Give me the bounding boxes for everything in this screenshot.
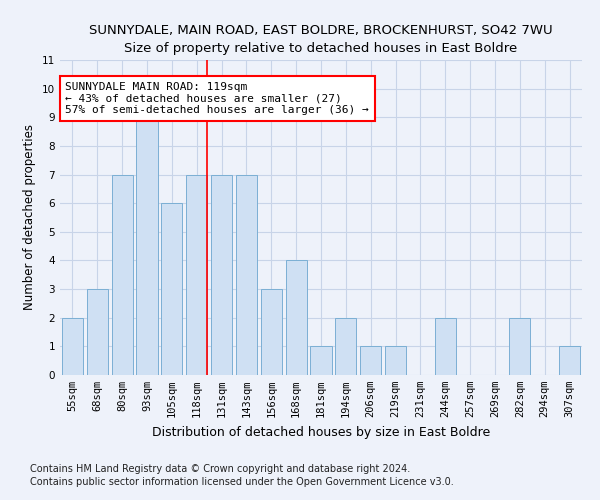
Text: Contains HM Land Registry data © Crown copyright and database right 2024.: Contains HM Land Registry data © Crown c… [30, 464, 410, 474]
Bar [559, 346, 580, 375]
Bar [236, 174, 257, 375]
Bar [435, 318, 456, 375]
X-axis label: Distribution of detached houses by size in East Boldre: Distribution of detached houses by size … [152, 426, 490, 438]
Y-axis label: Number of detached properties: Number of detached properties [23, 124, 37, 310]
Bar [211, 174, 232, 375]
Bar [186, 174, 207, 375]
Bar [161, 203, 182, 375]
Bar [310, 346, 332, 375]
Bar [335, 318, 356, 375]
Text: SUNNYDALE MAIN ROAD: 119sqm
← 43% of detached houses are smaller (27)
57% of sem: SUNNYDALE MAIN ROAD: 119sqm ← 43% of det… [65, 82, 369, 116]
Bar [360, 346, 381, 375]
Bar [112, 174, 133, 375]
Title: SUNNYDALE, MAIN ROAD, EAST BOLDRE, BROCKENHURST, SO42 7WU
Size of property relat: SUNNYDALE, MAIN ROAD, EAST BOLDRE, BROCK… [89, 24, 553, 54]
Bar [62, 318, 83, 375]
Bar [509, 318, 530, 375]
Bar [286, 260, 307, 375]
Bar [136, 118, 158, 375]
Bar [87, 289, 108, 375]
Bar [385, 346, 406, 375]
Text: Contains public sector information licensed under the Open Government Licence v3: Contains public sector information licen… [30, 477, 454, 487]
Bar [261, 289, 282, 375]
